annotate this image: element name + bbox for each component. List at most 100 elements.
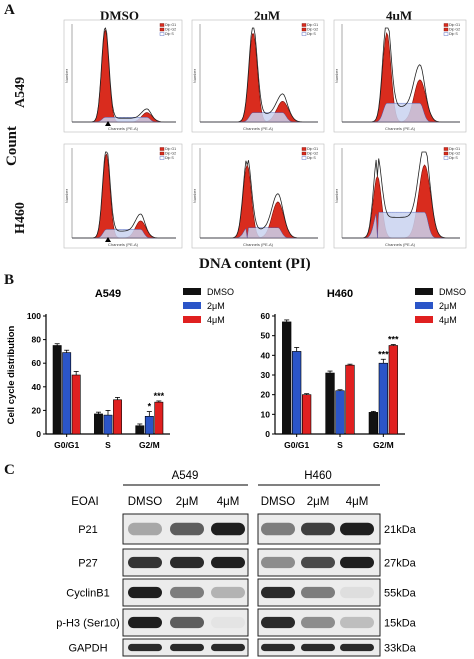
protein-band <box>261 643 295 652</box>
gate-marker-icon <box>105 237 111 242</box>
legend-swatch <box>443 32 449 36</box>
protein-band <box>170 586 204 599</box>
legend-label: Dip S <box>307 32 316 36</box>
bar <box>325 372 335 435</box>
significance-marker: *** <box>154 391 165 401</box>
bar <box>103 414 113 435</box>
significance-marker: * <box>148 402 152 412</box>
y-tick-label: 20 <box>32 405 42 415</box>
protein-band <box>128 643 162 652</box>
bar <box>71 374 81 435</box>
protein-band <box>170 522 204 536</box>
legend-label: Dip G1 <box>165 147 176 151</box>
bar <box>378 362 388 435</box>
protein-band <box>211 522 245 536</box>
bar <box>335 390 345 435</box>
legend-label: Dip G2 <box>307 152 318 156</box>
legend-swatch <box>443 151 449 156</box>
protein-band <box>211 556 245 569</box>
column-label-4um: 4μM <box>386 8 413 23</box>
legend-label: Dip G2 <box>449 28 460 32</box>
molecular-weight-label: 55kDa <box>384 588 417 600</box>
bar <box>113 399 122 435</box>
molecular-weight-label: 27kDa <box>384 558 417 570</box>
cell-line-label: H460 <box>304 470 332 482</box>
y-tick-label: 80 <box>32 335 42 345</box>
protein-band <box>128 616 162 629</box>
x-tick-label: S <box>105 440 111 450</box>
protein-band <box>211 586 245 599</box>
bar <box>52 345 62 435</box>
legend-label: Dip G1 <box>307 147 318 151</box>
legend-swatch <box>301 151 307 156</box>
protein-band <box>261 556 295 569</box>
histogram-x-caption: Channels (PE-A) <box>243 242 274 247</box>
bar <box>345 364 355 435</box>
legend-swatch <box>301 147 307 151</box>
protein-band <box>301 556 335 569</box>
bar-chart-h460: H460 0 10 20 30 40 50 60 G0/G1 S G2/M *** *** DMSO 2μM… <box>261 287 466 450</box>
protein-band <box>340 643 374 652</box>
legend-swatch <box>301 32 307 36</box>
protein-band <box>301 643 335 652</box>
x-tick-label: G2/M <box>373 440 394 450</box>
y-axis-label: Cell cycle distribution <box>6 325 17 424</box>
bar <box>154 401 164 435</box>
y-tick-label: 30 <box>261 370 271 380</box>
y-tick-label: 20 <box>261 390 271 400</box>
treatment-label: EOAI <box>71 496 98 508</box>
histogram-y-caption: Number <box>334 188 339 203</box>
histogram-x-caption: Channels (PE-A) <box>108 126 139 131</box>
legend-swatch <box>183 316 201 323</box>
legend-swatch <box>443 147 449 151</box>
legend-label: Dip G2 <box>449 152 460 156</box>
protein-band <box>128 586 162 599</box>
legend-swatch <box>301 23 307 27</box>
legend-swatch <box>183 288 201 295</box>
protein-label: P27 <box>78 558 98 570</box>
protein-label: CyclinB1 <box>66 588 109 600</box>
legend-swatch <box>159 23 165 27</box>
legend-label: DMSO <box>439 287 466 297</box>
legend-label: Dip G1 <box>307 23 318 27</box>
protein-band <box>211 643 245 652</box>
gate-marker-icon <box>105 121 111 126</box>
legend-label: 4μM <box>207 315 225 325</box>
bar <box>62 352 72 435</box>
panel-b-letter: B <box>4 272 15 288</box>
protein-band <box>170 556 204 569</box>
protein-band <box>261 616 295 629</box>
legend-label: Dip S <box>449 32 458 36</box>
legend-label: DMSO <box>207 287 234 297</box>
y-tick-label: 40 <box>32 382 42 392</box>
y-tick-label: 0 <box>36 429 41 439</box>
legend-swatch <box>159 156 165 160</box>
bar <box>94 413 103 435</box>
lane-label: DMSO <box>261 496 296 508</box>
legend-swatch <box>159 147 165 151</box>
x-tick-label: G0/G1 <box>284 440 309 450</box>
protein-band <box>170 616 204 629</box>
legend-label: Dip G1 <box>449 23 460 27</box>
protein-band <box>170 643 204 652</box>
bar <box>282 321 292 435</box>
protein-band <box>301 586 335 599</box>
lane-label: 4μM <box>346 496 369 508</box>
protein-label: GAPDH <box>68 643 107 655</box>
x-tick-label: G0/G1 <box>54 440 79 450</box>
legend-label: 2μM <box>439 301 457 311</box>
bar <box>144 416 154 435</box>
legend-swatch <box>415 302 433 309</box>
lane-label: 2μM <box>307 496 330 508</box>
x-tick-label: G2/M <box>139 440 160 450</box>
legend-label: Dip G2 <box>165 152 176 156</box>
legend-swatch <box>443 27 449 32</box>
column-label-dmso: DMSO <box>100 8 139 23</box>
panel-c-letter: C <box>4 462 15 478</box>
legend-label: Dip S <box>165 156 174 160</box>
bar <box>135 425 145 435</box>
legend-label: 4μM <box>439 315 457 325</box>
